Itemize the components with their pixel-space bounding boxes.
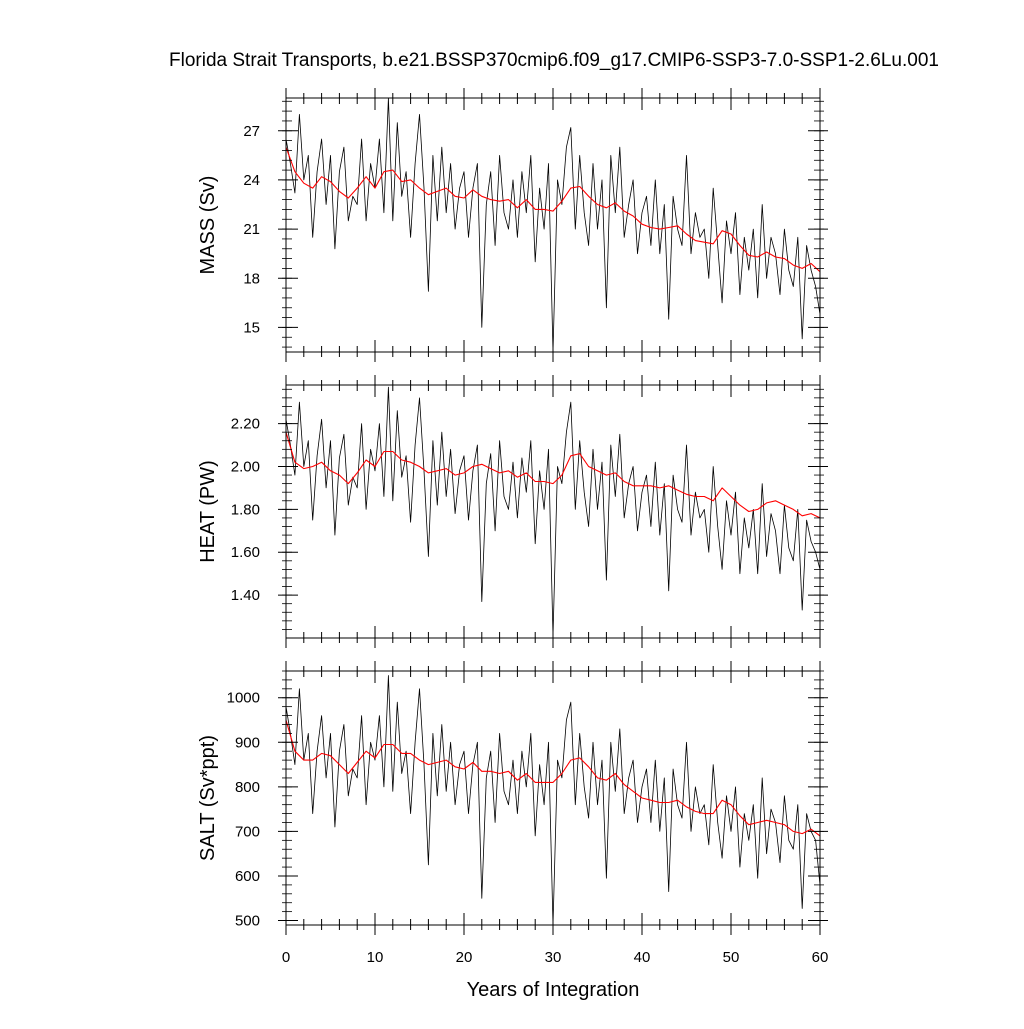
panel-2-series-monthly-line: [286, 386, 820, 637]
panel-2-series-annual-mean-line: [286, 432, 820, 519]
panel-3-ytick-label: 600: [235, 868, 260, 885]
panel-2-ytick-label: 2.20: [231, 416, 260, 433]
panel-3-y-axis-label: SALT (Sv*ppt): [197, 735, 219, 861]
panel-3-xtick-label: 0: [282, 949, 290, 966]
panel-3-xtick-label: 60: [812, 949, 829, 966]
panel-2-y-axis-label: HEAT (PW): [197, 460, 219, 563]
panel-1-ytick-label: 27: [243, 123, 260, 140]
panel-2-ytick-label: 1.40: [231, 587, 260, 604]
x-axis-label: Years of Integration: [467, 979, 640, 1001]
panel-2-frame: [285, 384, 821, 639]
panel-3-ytick-label: 1000: [227, 690, 260, 707]
panel-3-ytick-label: 500: [235, 913, 260, 930]
panel-1-y-axis-label: MASS (Sv): [197, 176, 219, 275]
chart-title: Florida Strait Transports, b.e21.BSSP370…: [169, 50, 939, 71]
panel-1-ytick-label: 15: [243, 319, 260, 336]
panel-3-xtick-label: 10: [367, 949, 384, 966]
panel-1-ytick-label: 21: [243, 221, 260, 238]
panel-3-series-annual-mean-line: [286, 719, 820, 837]
panel-1-series-monthly-line: [286, 98, 820, 352]
panels: 15 18 21 24 27 MASS (Sv) 1.40 1.60 1.80 2.00 2.20 H…: [197, 88, 828, 966]
panel-3-ytick-label: 900: [235, 734, 260, 751]
panel-1-ytick-label: 24: [243, 172, 260, 189]
panel-3-ytick-label: 700: [235, 823, 260, 840]
panel-1-series-annual-mean-line: [286, 147, 820, 273]
panel-2-ytick-label: 1.60: [231, 544, 260, 561]
panel-3-series-monthly-line: [286, 675, 820, 925]
panel-3-xtick-label: 30: [545, 949, 562, 966]
panel-1-ytick-label: 18: [243, 270, 260, 287]
panel-2-ytick-label: 2.00: [231, 458, 260, 475]
panel-1-frame: [285, 97, 821, 353]
panel-2-ytick-label: 1.80: [231, 501, 260, 518]
panel-3-xtick-label: 50: [723, 949, 740, 966]
panel-3-xtick-label: 40: [634, 949, 651, 966]
panel-3-xtick-label: 20: [456, 949, 473, 966]
panel-3-ytick-label: 800: [235, 779, 260, 796]
